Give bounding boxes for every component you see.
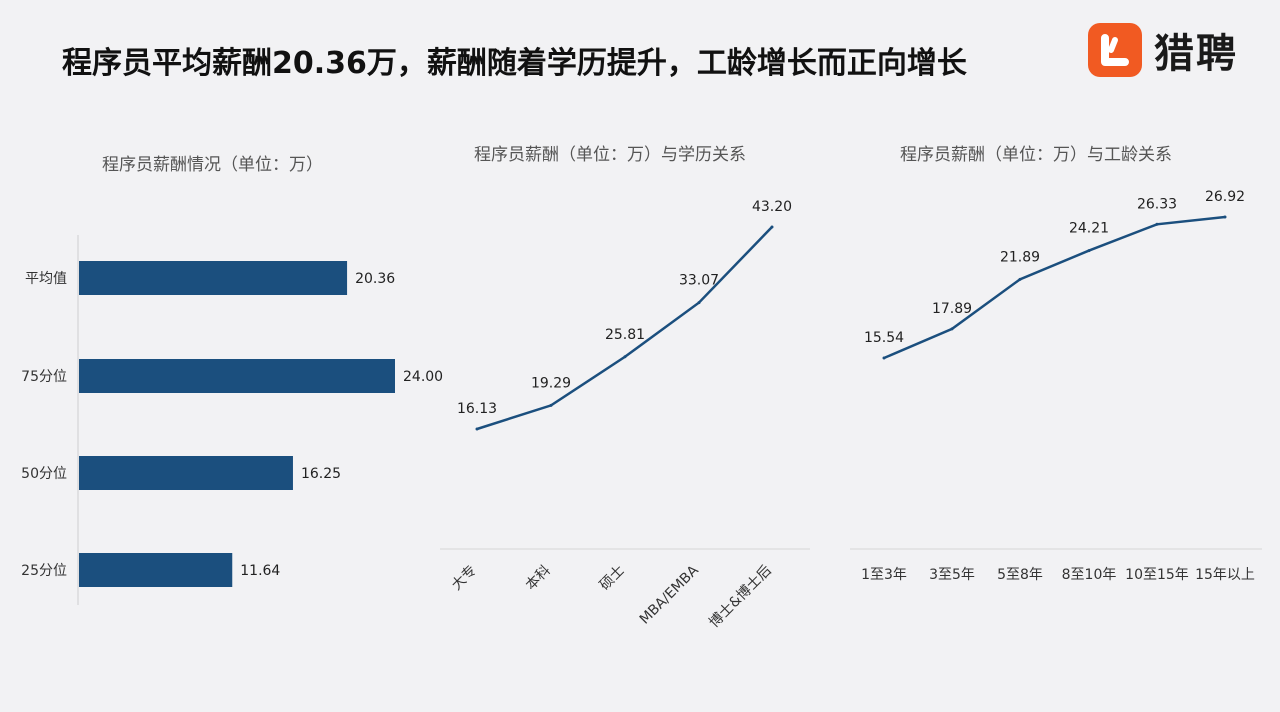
bar — [79, 553, 233, 587]
data-label: 21.89 — [1000, 249, 1040, 265]
x-tick-label: MBA/EMBA — [637, 562, 702, 627]
data-point — [1018, 277, 1022, 281]
tenure-line-chart: 15.54 17.89 21.89 24.21 26.33 26.92 1至3年 3至5年 5至… — [850, 189, 1262, 583]
data-label: 43.20 — [752, 199, 792, 215]
data-point — [1223, 215, 1227, 219]
x-tick-label: 8至10年 — [1062, 567, 1117, 583]
x-tick-label: 5至8年 — [997, 567, 1043, 583]
x-tick-label: 3至5年 — [929, 567, 975, 583]
liepin-logo-icon — [1088, 23, 1142, 77]
salary-bar-chart: 平均值 20.36 75分位 24.00 50分位 16.25 25分位 11.64 — [21, 235, 443, 605]
tenure-chart-title: 程序员薪酬（单位：万）与工龄关系 — [900, 145, 1172, 165]
bar-value-label: 20.36 — [355, 271, 395, 287]
data-point — [549, 403, 553, 407]
data-point — [1155, 222, 1159, 226]
series-line — [883, 215, 1226, 360]
bar-category-label: 平均值 — [25, 271, 67, 287]
data-point — [882, 356, 886, 360]
bar-value-label: 11.64 — [240, 563, 280, 579]
data-point — [623, 355, 627, 359]
data-label: 19.29 — [531, 375, 571, 391]
x-tick-label: 1至3年 — [861, 567, 907, 583]
data-point — [1087, 249, 1091, 253]
bar — [79, 261, 348, 295]
education-chart-title: 程序员薪酬（单位：万）与学历关系 — [474, 145, 746, 165]
data-label: 25.81 — [605, 327, 645, 343]
x-tick-label: 本科 — [523, 563, 554, 594]
data-point — [950, 327, 954, 331]
data-label: 26.33 — [1137, 196, 1177, 212]
brand-logo: 猎聘 — [1088, 22, 1238, 78]
education-line-chart: 16.13 19.29 25.81 33.07 43.20 大专 本科 硕士 MBA/EMBA 博… — [440, 199, 810, 631]
x-tick-label: 10至15年 — [1125, 567, 1189, 583]
bar-category-label: 25分位 — [21, 563, 67, 579]
bar-category-label: 75分位 — [21, 369, 67, 385]
data-label: 16.13 — [457, 401, 497, 417]
bar-value-label: 16.25 — [301, 466, 341, 482]
bar-value-label: 24.00 — [403, 369, 443, 385]
data-label: 17.89 — [932, 301, 972, 317]
data-label: 26.92 — [1205, 189, 1245, 205]
logo-text: 猎聘 — [1154, 31, 1238, 77]
x-tick-label: 博士&博士后 — [706, 562, 775, 631]
x-tick-label: 硕士 — [597, 563, 628, 594]
data-point — [770, 225, 774, 229]
bar — [79, 456, 293, 490]
data-label: 15.54 — [864, 330, 904, 346]
x-tick-label: 15年以上 — [1195, 567, 1255, 583]
data-point — [697, 301, 701, 305]
data-label: 33.07 — [679, 273, 719, 289]
bar-category-label: 50分位 — [21, 466, 67, 482]
data-point — [475, 427, 479, 431]
data-label: 24.21 — [1069, 221, 1109, 237]
x-tick-label: 大专 — [449, 563, 480, 594]
page-title: 程序员平均薪酬20.36万，薪酬随着学历提升，工龄增长而正向增长 — [62, 46, 967, 81]
bar — [79, 359, 395, 393]
bar-chart-title: 程序员薪酬情况（单位：万） — [102, 155, 323, 175]
